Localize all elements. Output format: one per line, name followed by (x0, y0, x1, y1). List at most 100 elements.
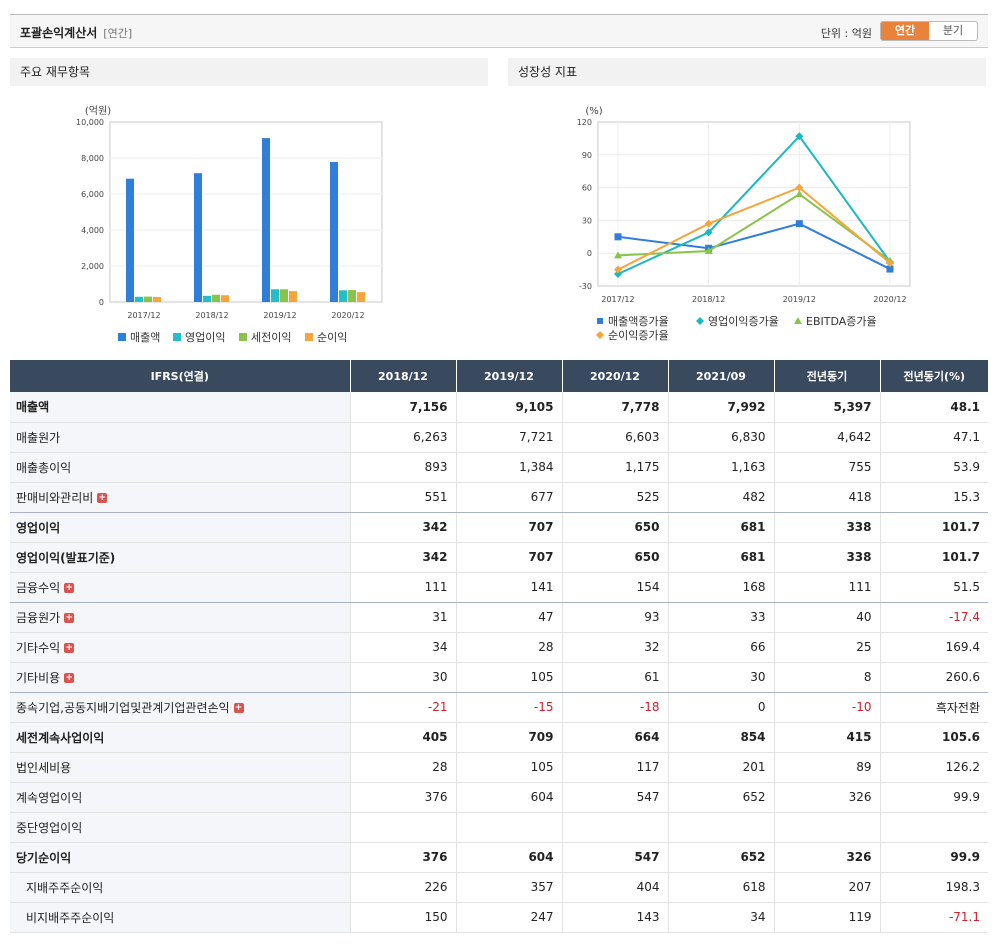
bar (203, 295, 211, 302)
table-cell: -15 (455, 692, 562, 723)
bar (126, 178, 134, 302)
expand-plus-icon[interactable]: + (64, 583, 75, 593)
y-axis-label: (%) (585, 106, 602, 117)
bar (194, 173, 202, 302)
legend-swatch (239, 333, 247, 341)
table-cell (349, 812, 456, 843)
data-point (614, 269, 622, 278)
expand-plus-icon[interactable]: + (233, 703, 244, 713)
x-tick-label: 2017/12 (127, 311, 160, 320)
table-cell (879, 812, 988, 843)
y-tick-label: 120 (577, 118, 592, 127)
table-cell: 119 (773, 902, 880, 933)
row-label: 영업이익 (10, 512, 350, 543)
annual-toggle-button[interactable]: 연간 (881, 22, 929, 40)
table-cell: 48.1 (879, 392, 988, 423)
bar (289, 291, 297, 302)
table-cell (773, 812, 880, 843)
table-cell: 326 (773, 842, 880, 873)
bar (135, 296, 143, 302)
data-point (704, 228, 713, 237)
row-label: 세전계속사업이익 (10, 722, 350, 753)
legend-swatch (305, 333, 313, 341)
table-cell: 흑자전환 (879, 692, 988, 723)
legend-label: 매출액 (130, 331, 160, 344)
y-tick-label: 90 (582, 151, 592, 160)
expand-plus-icon[interactable]: + (64, 643, 75, 653)
table-cell: 47.1 (879, 422, 988, 453)
expand-plus-icon[interactable]: + (64, 673, 75, 683)
table-row: 매출총이익 893 1,384 1,175 1,163 755 53.9 (10, 452, 988, 483)
table-cell: 7,156 (349, 392, 456, 423)
table-row: 당기순이익 376 604 547 652 326 99.9 (10, 842, 988, 873)
table-row: 비지배주주순이익 150 247 143 34 119 -71.1 (10, 902, 988, 933)
row-label: 비지배주주순이익 (10, 902, 350, 933)
table-cell: 28 (349, 752, 456, 783)
data-point (614, 233, 622, 241)
table-cell: 357 (455, 872, 562, 903)
table-row: 판매비와관리비 +551 677 525 482 418 15.3 (10, 482, 988, 513)
table-cell: 101.7 (879, 512, 988, 543)
bar (330, 161, 338, 302)
table-cell: 168 (667, 572, 774, 603)
table-cell: 6,603 (561, 422, 668, 453)
table-row: 기타수익 +34 28 32 66 25 169.4 (10, 632, 988, 663)
table-cell: 650 (561, 542, 668, 573)
table-cell: 1,384 (455, 452, 562, 483)
period-toggle: 연간 분기 (880, 21, 978, 41)
bar (271, 289, 279, 302)
table-row: 영업이익(발표기준) 342 707 650 681 338 101.7 (10, 542, 988, 573)
legend-swatch (173, 333, 181, 341)
row-label: 당기순이익 (10, 842, 350, 873)
table-cell: 709 (455, 722, 562, 753)
legend-label: 순이익증가율 (608, 329, 669, 342)
row-label: 지배주주순이익 (10, 872, 350, 903)
table-cell: 1,163 (667, 452, 774, 483)
x-tick-label: 2018/12 (692, 295, 725, 304)
data-point (795, 220, 803, 228)
series-line (617, 186, 891, 271)
row-label: 기타수익 + (10, 632, 350, 663)
row-label: 계속영업이익 (10, 782, 350, 813)
table-cell: 15.3 (879, 482, 988, 513)
data-point (704, 247, 713, 255)
table-cell: 893 (349, 452, 456, 483)
data-point (795, 183, 804, 192)
y-tick-label: 0 (99, 298, 104, 307)
page-title: 포괄손익계산서 [연간] (20, 26, 133, 40)
expand-plus-icon[interactable]: + (97, 493, 108, 503)
table-cell: 604 (455, 782, 562, 813)
quarter-toggle-button[interactable]: 분기 (929, 22, 977, 40)
y-tick-label: -30 (579, 282, 592, 291)
table-cell: 93 (561, 602, 668, 633)
table-cell: 342 (349, 512, 456, 543)
column-header: 2020/12 (562, 360, 669, 392)
series-line (617, 192, 891, 262)
table-cell: 618 (667, 872, 774, 903)
table-cell: 40 (773, 602, 880, 633)
row-label: 종속기업,공동지배기업및관계기업관련손익 + (10, 692, 350, 723)
table-cell: 154 (561, 572, 668, 603)
table-cell: 854 (667, 722, 774, 753)
data-point (886, 259, 894, 268)
table-cell: 0 (667, 692, 774, 723)
table-cell: -21 (349, 692, 456, 723)
table-cell: 25 (773, 632, 880, 663)
table-row: 지배주주순이익 226 357 404 618 207 198.3 (10, 872, 988, 903)
table-cell: 7,721 (455, 422, 562, 453)
row-label: 매출총이익 (10, 452, 350, 483)
y-tick-label: 10,000 (76, 118, 104, 127)
table-cell: 53.9 (879, 452, 988, 483)
legend-swatch (596, 331, 604, 339)
table-header-row: IFRS(연결) 2018/12 2019/12 2020/12 2021/09 전년동기… (10, 360, 988, 392)
table-cell: 141 (455, 572, 562, 603)
expand-plus-icon[interactable]: + (64, 613, 75, 623)
row-label: 판매비와관리비 + (10, 482, 350, 513)
table-cell: 101.7 (879, 542, 988, 573)
legend-swatch (118, 333, 126, 341)
table-row: 매출원가 6,263 7,721 6,603 6,830 4,642 47.1 (10, 422, 988, 453)
table-cell: 755 (773, 452, 880, 483)
table-cell: 32 (561, 632, 668, 663)
column-header: 2021/09 (668, 360, 775, 392)
table-cell: 376 (349, 842, 456, 873)
